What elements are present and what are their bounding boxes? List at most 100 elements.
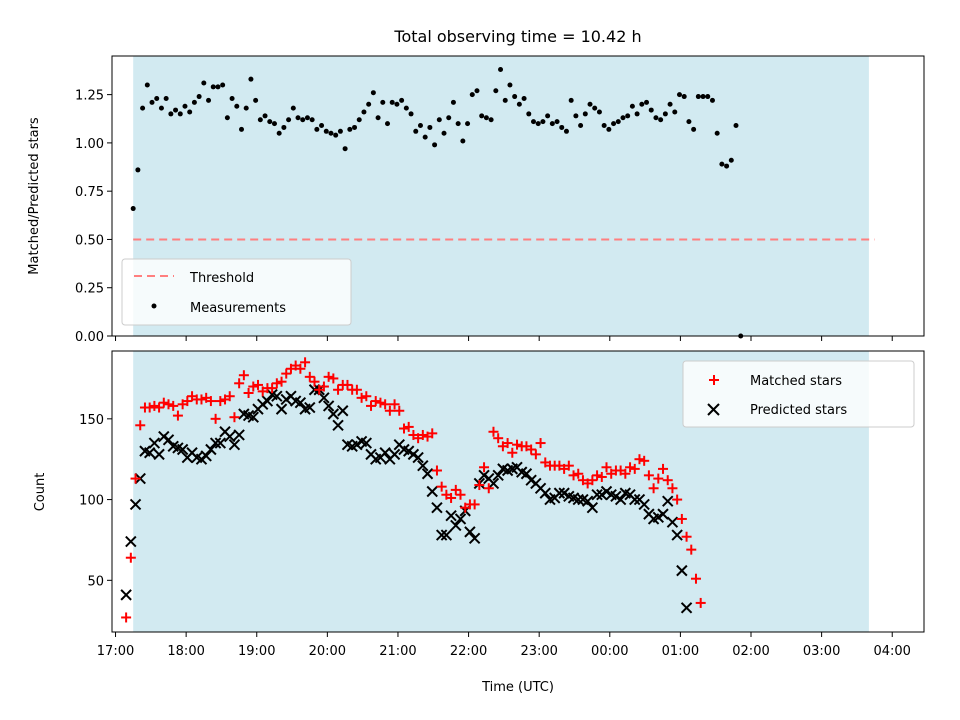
measurement-point (304, 115, 310, 121)
matched-star-marker (271, 378, 282, 389)
predicted-star-marker (553, 487, 566, 499)
measurement-point (488, 117, 494, 123)
measurement-point (380, 99, 386, 105)
measurement-point (394, 101, 400, 107)
predicted-star-marker (176, 443, 189, 456)
predicted-star-marker (322, 400, 335, 412)
matched-star-marker (323, 371, 334, 382)
measurement-point (432, 142, 438, 148)
measurement-point (276, 130, 282, 136)
legend-threshold-label: Threshold (189, 271, 254, 286)
measurement-point (507, 82, 513, 88)
measurement-point (342, 146, 348, 152)
matched-star-marker (469, 499, 480, 510)
measurement-point (733, 123, 739, 129)
matched-star-marker (526, 444, 537, 455)
matched-star-marker (394, 405, 405, 416)
matched-star-marker (121, 612, 132, 623)
measurement-point (446, 115, 452, 121)
measurement-point (582, 111, 588, 117)
matched-star-marker (224, 391, 235, 402)
measurement-point (502, 97, 508, 103)
predicted-star-marker (487, 477, 500, 490)
predicted-star-marker (294, 396, 307, 409)
measurement-point (474, 88, 480, 94)
measurement-point (361, 109, 367, 115)
x-axis-label: Time (UTC) (481, 680, 554, 695)
bottom-y-ticks: 50 100 150 (79, 413, 112, 589)
top-legend-box (121, 258, 352, 326)
measurement-point (352, 124, 358, 130)
predicted-star-marker (271, 390, 283, 402)
matched-star-marker (384, 405, 395, 416)
predicted-star-marker (676, 564, 688, 577)
matched-star-marker (229, 412, 240, 423)
matched-star-marker (681, 531, 692, 542)
matched-star-marker (639, 455, 650, 466)
matched-star-marker (163, 399, 174, 410)
matched-star-marker (182, 396, 193, 407)
matched-star-marker (676, 513, 687, 524)
y-tick-label: 50 (87, 574, 104, 589)
x-tick-label: 03:00 (803, 644, 840, 659)
matched-star-marker (568, 470, 579, 481)
matched-star-marker (479, 462, 490, 473)
matched-star-marker (342, 379, 353, 390)
legend-predicted-swatch (707, 403, 720, 416)
measurement-point (611, 121, 617, 127)
y-tick-label: 0.50 (75, 233, 104, 248)
measurement-point (408, 111, 414, 117)
measurement-point (271, 121, 277, 127)
matched-star-marker (248, 381, 259, 392)
measurement-point (695, 94, 701, 100)
predicted-star-marker (431, 501, 443, 514)
legend-matched-swatch (709, 375, 719, 385)
matched-star-marker (502, 438, 513, 449)
measurement-point (629, 103, 635, 109)
predicted-star-marker (327, 408, 340, 420)
predicted-star-marker (125, 535, 137, 548)
matched-star-marker (281, 368, 292, 379)
measurement-point (177, 111, 183, 117)
measurement-point (686, 119, 692, 125)
measurement-point (587, 101, 593, 107)
matched-star-marker (149, 400, 160, 411)
predicted-star-marker (129, 498, 142, 511)
matched-star-marker (375, 397, 386, 408)
predicted-star-marker (586, 501, 599, 514)
measurement-point (319, 123, 325, 129)
measurement-point (436, 117, 442, 123)
matched-star-marker (629, 463, 640, 474)
matched-star-marker (587, 475, 598, 486)
measurement-point (206, 97, 212, 103)
matched-star-marker (333, 384, 344, 395)
measurement-point (441, 130, 447, 136)
measurement-point (370, 90, 376, 96)
measurement-point (596, 109, 602, 115)
measurement-point (215, 84, 221, 90)
predicted-star-marker (435, 529, 448, 541)
matched-star-marker (318, 381, 329, 392)
predicted-star-marker (153, 448, 165, 461)
top-panel: Total observing time = 10.42 h 0.000.250… (27, 27, 925, 345)
measurement-point (658, 117, 664, 123)
measurement-point (158, 105, 164, 111)
measurement-point (262, 113, 268, 119)
measurement-point (714, 130, 720, 136)
predicted-star-marker (379, 447, 391, 459)
measurement-point (333, 132, 339, 138)
y-tick-label: 0.75 (75, 185, 104, 200)
measurement-point (465, 121, 471, 127)
predicted-star-marker (233, 429, 245, 441)
matched-star-marker (596, 471, 607, 482)
matched-star-marker (398, 423, 409, 434)
matched-star-marker (483, 483, 494, 494)
measurement-point (389, 99, 395, 105)
measurement-point (168, 111, 174, 117)
matched-star-marker (144, 402, 155, 413)
x-tick-label: 04:00 (873, 644, 910, 659)
predicted-star-marker (662, 495, 674, 507)
predicted-star-marker (162, 434, 175, 446)
measurement-point (323, 128, 329, 134)
legend-measurements-label: Measurements (190, 301, 286, 316)
